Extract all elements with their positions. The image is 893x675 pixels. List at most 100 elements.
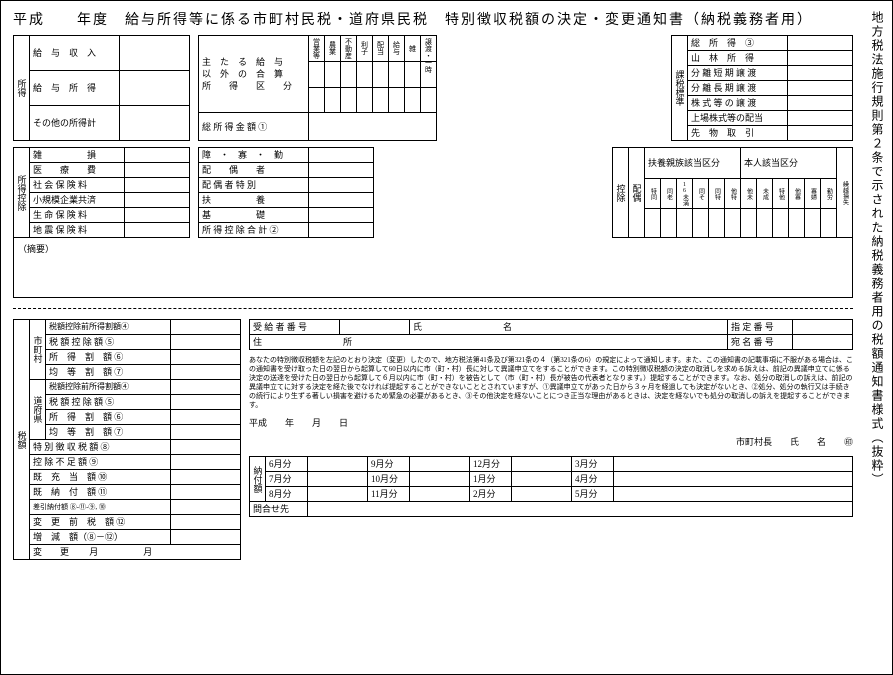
kb: 寡婦 [805, 179, 821, 208]
std-row: 株 式 等 の 譲 渡 [688, 96, 788, 111]
ded-l: 小規模企業共済 [30, 193, 125, 208]
mp-row: 主 た る 給 与以 外 の 合 算所 得 区 分 [199, 36, 309, 113]
divider [13, 308, 853, 309]
mp-tiny: 利子 [357, 36, 373, 62]
tax-sum: 既 充 当 額 ⑩ [30, 470, 171, 485]
kb: 特他 [773, 179, 789, 208]
side-title: 地方税法施行規則第２条で示された納税義務者用の税額通知書様式（抜粋） [868, 11, 886, 487]
mp-tiny: 不動産 [341, 36, 357, 62]
fine-print: あなたの特別徴収税額を左記のとおり決定（変更）したので、地方税法第41条及び第3… [249, 356, 853, 410]
ded-l: 雑 損 [30, 148, 125, 163]
tax-row: 均 等 割 額 ⑦ [46, 425, 171, 440]
kb: 未成 [757, 179, 773, 208]
kb: 勤労 [821, 179, 837, 208]
contact-label: 問合せ先 [250, 502, 308, 517]
tax-row: 税額控除前所得割額④ [46, 380, 171, 395]
mo: 7月分 [266, 472, 308, 487]
date-line: 平成 年 月 日 [249, 416, 853, 429]
kubun-table: 控除 配偶 扶養親族該当区分 本人該当区分 繰越損失 特同 同老 16未満 同そ… [612, 147, 853, 238]
tax-row: 税 額 控 除 額 ⑤ [46, 395, 171, 410]
std-row: 分 離 短 期 譲 渡 [688, 66, 788, 81]
mo: 1月分 [470, 472, 512, 487]
mp-tiny: 給与 [389, 36, 405, 62]
ded-r: 障 ・ 寡 ・ 勤 [199, 148, 309, 163]
std-row: 分 離 長 期 譲 渡 [688, 81, 788, 96]
ded-l: 社 会 保 険 料 [30, 178, 125, 193]
ded-r: 所 得 控 除 合 計 ② [199, 223, 309, 238]
kb: 16未満 [677, 179, 693, 208]
tax-sum: 特 別 徴 収 税 額 ⑧ [30, 440, 171, 455]
ded-r: 基 礎 [199, 208, 309, 223]
mo: 9月分 [368, 457, 410, 472]
kb: 他未 [741, 179, 757, 208]
tax-sum: 控 除 不 足 額 ⑨ [30, 455, 171, 470]
months-v: 納付額 [250, 457, 266, 502]
standard-header: 課税標準 [672, 36, 688, 141]
kb: 同そ [693, 179, 709, 208]
ded-right-table: 障 ・ 寡 ・ 勤 配 偶 者 配 偶 者 特 別 扶 養 基 礎 所 得 控 … [198, 147, 374, 238]
mp-total: 総 所 得 金 額 ① [199, 113, 309, 141]
income-header: 所得 [14, 36, 30, 141]
mayor-line: 市町村長 氏 名 ㊞ [249, 435, 853, 448]
ded-r: 配 偶 者 [199, 163, 309, 178]
main-pay-table: 主 た る 給 与以 外 の 合 算所 得 区 分 営業等 農業 不動産 利子 … [198, 35, 437, 141]
kb: 他特 [725, 179, 741, 208]
tax-sum: 差引納付額 ⑧-⑪-⑨, ⑩ [30, 500, 171, 515]
mo: 8月分 [266, 487, 308, 502]
tax-sum: 変 更 月 月 [30, 545, 241, 560]
mo: 10月分 [368, 472, 410, 487]
kubun-h2: 本人該当区分 [741, 148, 837, 179]
income-row: その他の所得計 [30, 106, 120, 141]
kubun-v1: 控除 [613, 148, 629, 238]
std-row: 総 所 得 ③ [688, 36, 788, 51]
std-row: 上場株式等の配当 [688, 111, 788, 126]
recip-no: 受 給 者 番 号 [250, 320, 340, 335]
kb: 他寡 [789, 179, 805, 208]
main-title: 平成 年度 給与所得等に係る市町村民税・道府県民税 特別徴収税額の決定・変更通知… [13, 9, 853, 29]
mo: 2月分 [470, 487, 512, 502]
kubun-side: 繰越損失 [837, 148, 853, 238]
tax-row: 所 得 割 額 ⑥ [46, 350, 171, 365]
city-v: 市町村 [30, 320, 46, 380]
std-row: 先 物 取 引 [688, 126, 788, 141]
months-table: 納付額 6月分 9月分 12月分 3月分 7月分 10月分 1月分 4月分 8月… [249, 456, 853, 517]
ded-l: 地 震 保 険 料 [30, 223, 125, 238]
mp-tiny: 配当 [373, 36, 389, 62]
kubun-h1: 扶養親族該当区分 [645, 148, 741, 179]
ded-table: 所得控除 雑 損 医 療 費 社 会 保 険 料 小規模企業共済 生 命 保 険… [13, 147, 190, 238]
income-row: 給 与 収 入 [30, 36, 120, 71]
kb: 同老 [661, 179, 677, 208]
income-table: 所得 給 与 収 入 給 与 所 得 その他の所得計 [13, 35, 190, 141]
recip-addr: 住 所 [250, 335, 728, 350]
tax-row: 税 額 控 除 額 ⑤ [46, 335, 171, 350]
tax-row: 均 等 割 額 ⑦ [46, 365, 171, 380]
recip-desig: 指 定 番 号 [728, 320, 793, 335]
ded-r: 扶 養 [199, 193, 309, 208]
ded-r: 配 偶 者 特 別 [199, 178, 309, 193]
recip-atena: 宛 名 番 号 [728, 335, 793, 350]
tax-table: 税額 市町村 税額控除前所得割額④ 税 額 控 除 額 ⑤ 所 得 割 額 ⑥ … [13, 319, 241, 560]
tax-v: 税額 [14, 320, 30, 560]
tax-sum: 既 納 付 額 ⑪ [30, 485, 171, 500]
mp-tiny: 農業 [325, 36, 341, 62]
mp-tiny: 営業等 [309, 36, 325, 62]
mo: 11月分 [368, 487, 410, 502]
tax-sum: 変 更 前 税 額 ⑫ [30, 515, 171, 530]
mo: 5月分 [572, 487, 614, 502]
kubun-v2: 配偶 [629, 148, 645, 238]
ded-header: 所得控除 [14, 148, 30, 238]
ded-l: 生 命 保 険 料 [30, 208, 125, 223]
recip-name: 氏 名 [410, 320, 728, 335]
pref-v: 道府県 [30, 380, 46, 440]
ded-l: 医 療 費 [30, 163, 125, 178]
mo: 6月分 [266, 457, 308, 472]
tax-sum: 増 減 額（⑧－⑫） [30, 530, 171, 545]
recipient-table: 受 給 者 番 号 氏 名 指 定 番 号 住 所 宛 名 番 号 [249, 319, 853, 350]
tax-row: 所 得 割 額 ⑥ [46, 410, 171, 425]
tekiyo-box: （摘要） [13, 238, 853, 298]
kb: 特同 [645, 179, 661, 208]
mo: 4月分 [572, 472, 614, 487]
mo: 3月分 [572, 457, 614, 472]
mo: 12月分 [470, 457, 512, 472]
tax-row: 税額控除前所得割額④ [46, 320, 171, 335]
